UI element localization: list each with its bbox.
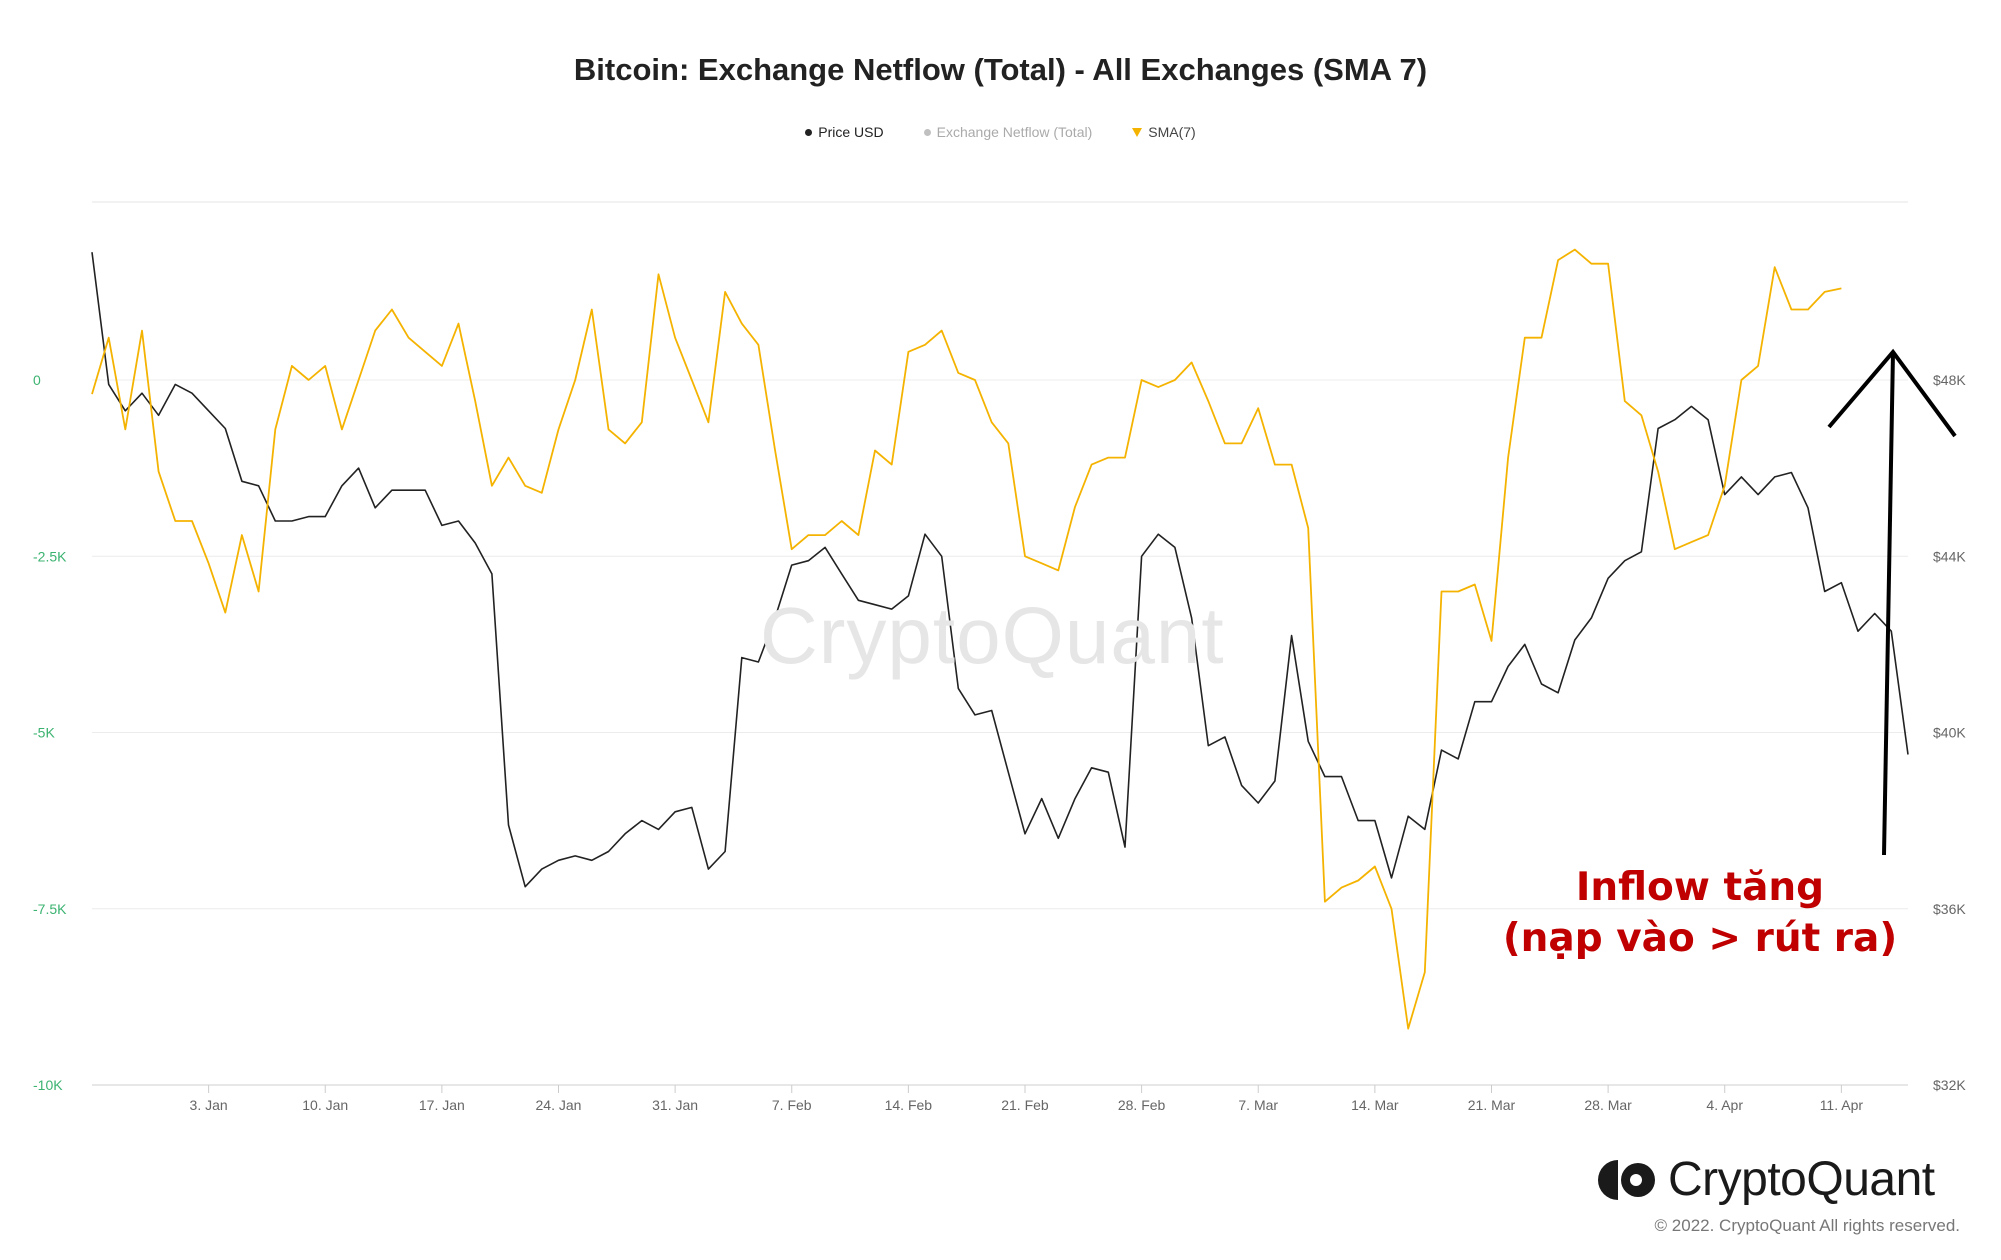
up-arrow-annotation — [1827, 348, 1957, 856]
copyright-text: © 2022. CryptoQuant All rights reserved. — [1654, 1216, 1960, 1235]
left-axis-tick-label: -2.5K — [33, 548, 67, 564]
brand-name: CryptoQuant — [1668, 1153, 1935, 1206]
arrow-head — [1827, 348, 1957, 438]
legend-label-sma: SMA(7) — [1148, 124, 1196, 140]
x-axis-tick-label: 17. Jan — [419, 1097, 465, 1113]
legend-dot-netflow — [923, 128, 931, 136]
x-axis-tick-label: 21. Mar — [1468, 1097, 1516, 1113]
grid-lines — [92, 201, 1908, 1086]
x-axis-tick-label: 24. Jan — [536, 1097, 582, 1113]
right-axis-tick-label: $36K — [1933, 901, 1966, 917]
series-line-sma-7- — [91, 248, 1842, 1030]
right-axis: $48K $44K $40K $36K $32K — [1933, 372, 1966, 1093]
legend-item-sma[interactable]: SMA(7) — [1132, 124, 1196, 140]
series-line-price-usd — [91, 252, 1909, 888]
x-axis-tick-label: 7. Feb — [772, 1097, 812, 1113]
legend-item-netflow[interactable]: Exchange Netflow (Total) — [923, 124, 1093, 140]
right-axis-tick-label: $32K — [1933, 1077, 1966, 1093]
legend-item-price[interactable]: Price USD — [805, 124, 884, 140]
left-axis-tick-label: -5K — [33, 725, 55, 741]
right-axis-tick-label: $40K — [1933, 725, 1966, 741]
watermark: CryptoQuant — [760, 591, 1225, 680]
left-axis-tick-label: -7.5K — [33, 901, 67, 917]
legend-dot-price — [805, 128, 813, 136]
x-axis-tick-label: 21. Feb — [1001, 1097, 1049, 1113]
arrow-shaft — [1882, 351, 1895, 856]
legend-triangle-sma — [1132, 127, 1143, 137]
x-axis-tick-label: 31. Jan — [652, 1097, 698, 1113]
cryptoquant-logo-icon — [1598, 1159, 1655, 1200]
left-axis-tick-label: 0 — [33, 372, 41, 388]
chart-title: Bitcoin: Exchange Netflow (Total) - All … — [573, 52, 1428, 87]
right-axis-tick-label: $48K — [1933, 372, 1966, 388]
x-axis-tick-label: 3. Jan — [190, 1097, 228, 1113]
left-axis: 0 -2.5K -5K -7.5K -10K — [33, 372, 67, 1093]
x-axis-tick-label: 14. Feb — [885, 1097, 933, 1113]
chart-legend: Price USD Exchange Netflow (Total) SMA(7… — [0, 124, 2001, 140]
brand-logo: CryptoQuant — [1598, 1152, 1935, 1207]
x-axis-tick-label: 7. Mar — [1238, 1097, 1278, 1113]
right-axis-tick-label: $44K — [1933, 548, 1966, 564]
annotation-line-1: Inflow tăng — [1575, 865, 1825, 910]
series-lines — [91, 248, 1909, 1030]
annotation-line-2: (nạp vào > rút ra) — [1502, 916, 1898, 961]
annotation-text: Inflow tăng (nạp vào > rút ra) — [1470, 862, 1930, 964]
x-axis-tick-label: 11. Apr — [1820, 1097, 1864, 1113]
legend-label-netflow: Exchange Netflow (Total) — [936, 124, 1093, 140]
x-axis-tick-label: 10. Jan — [302, 1097, 348, 1113]
left-axis-tick-label: -10K — [33, 1077, 63, 1093]
legend-label-price: Price USD — [818, 124, 884, 140]
x-axis-tick-label: 14. Mar — [1351, 1097, 1399, 1113]
x-axis-tick-label: 4. Apr — [1706, 1097, 1743, 1113]
x-axis: 3. Jan 10. Jan 17. Jan 24. Jan 31. Jan 7. Feb… — [190, 1085, 1864, 1113]
x-axis-tick-label: 28. Mar — [1584, 1097, 1632, 1113]
x-axis-tick-label: 28. Feb — [1118, 1097, 1166, 1113]
